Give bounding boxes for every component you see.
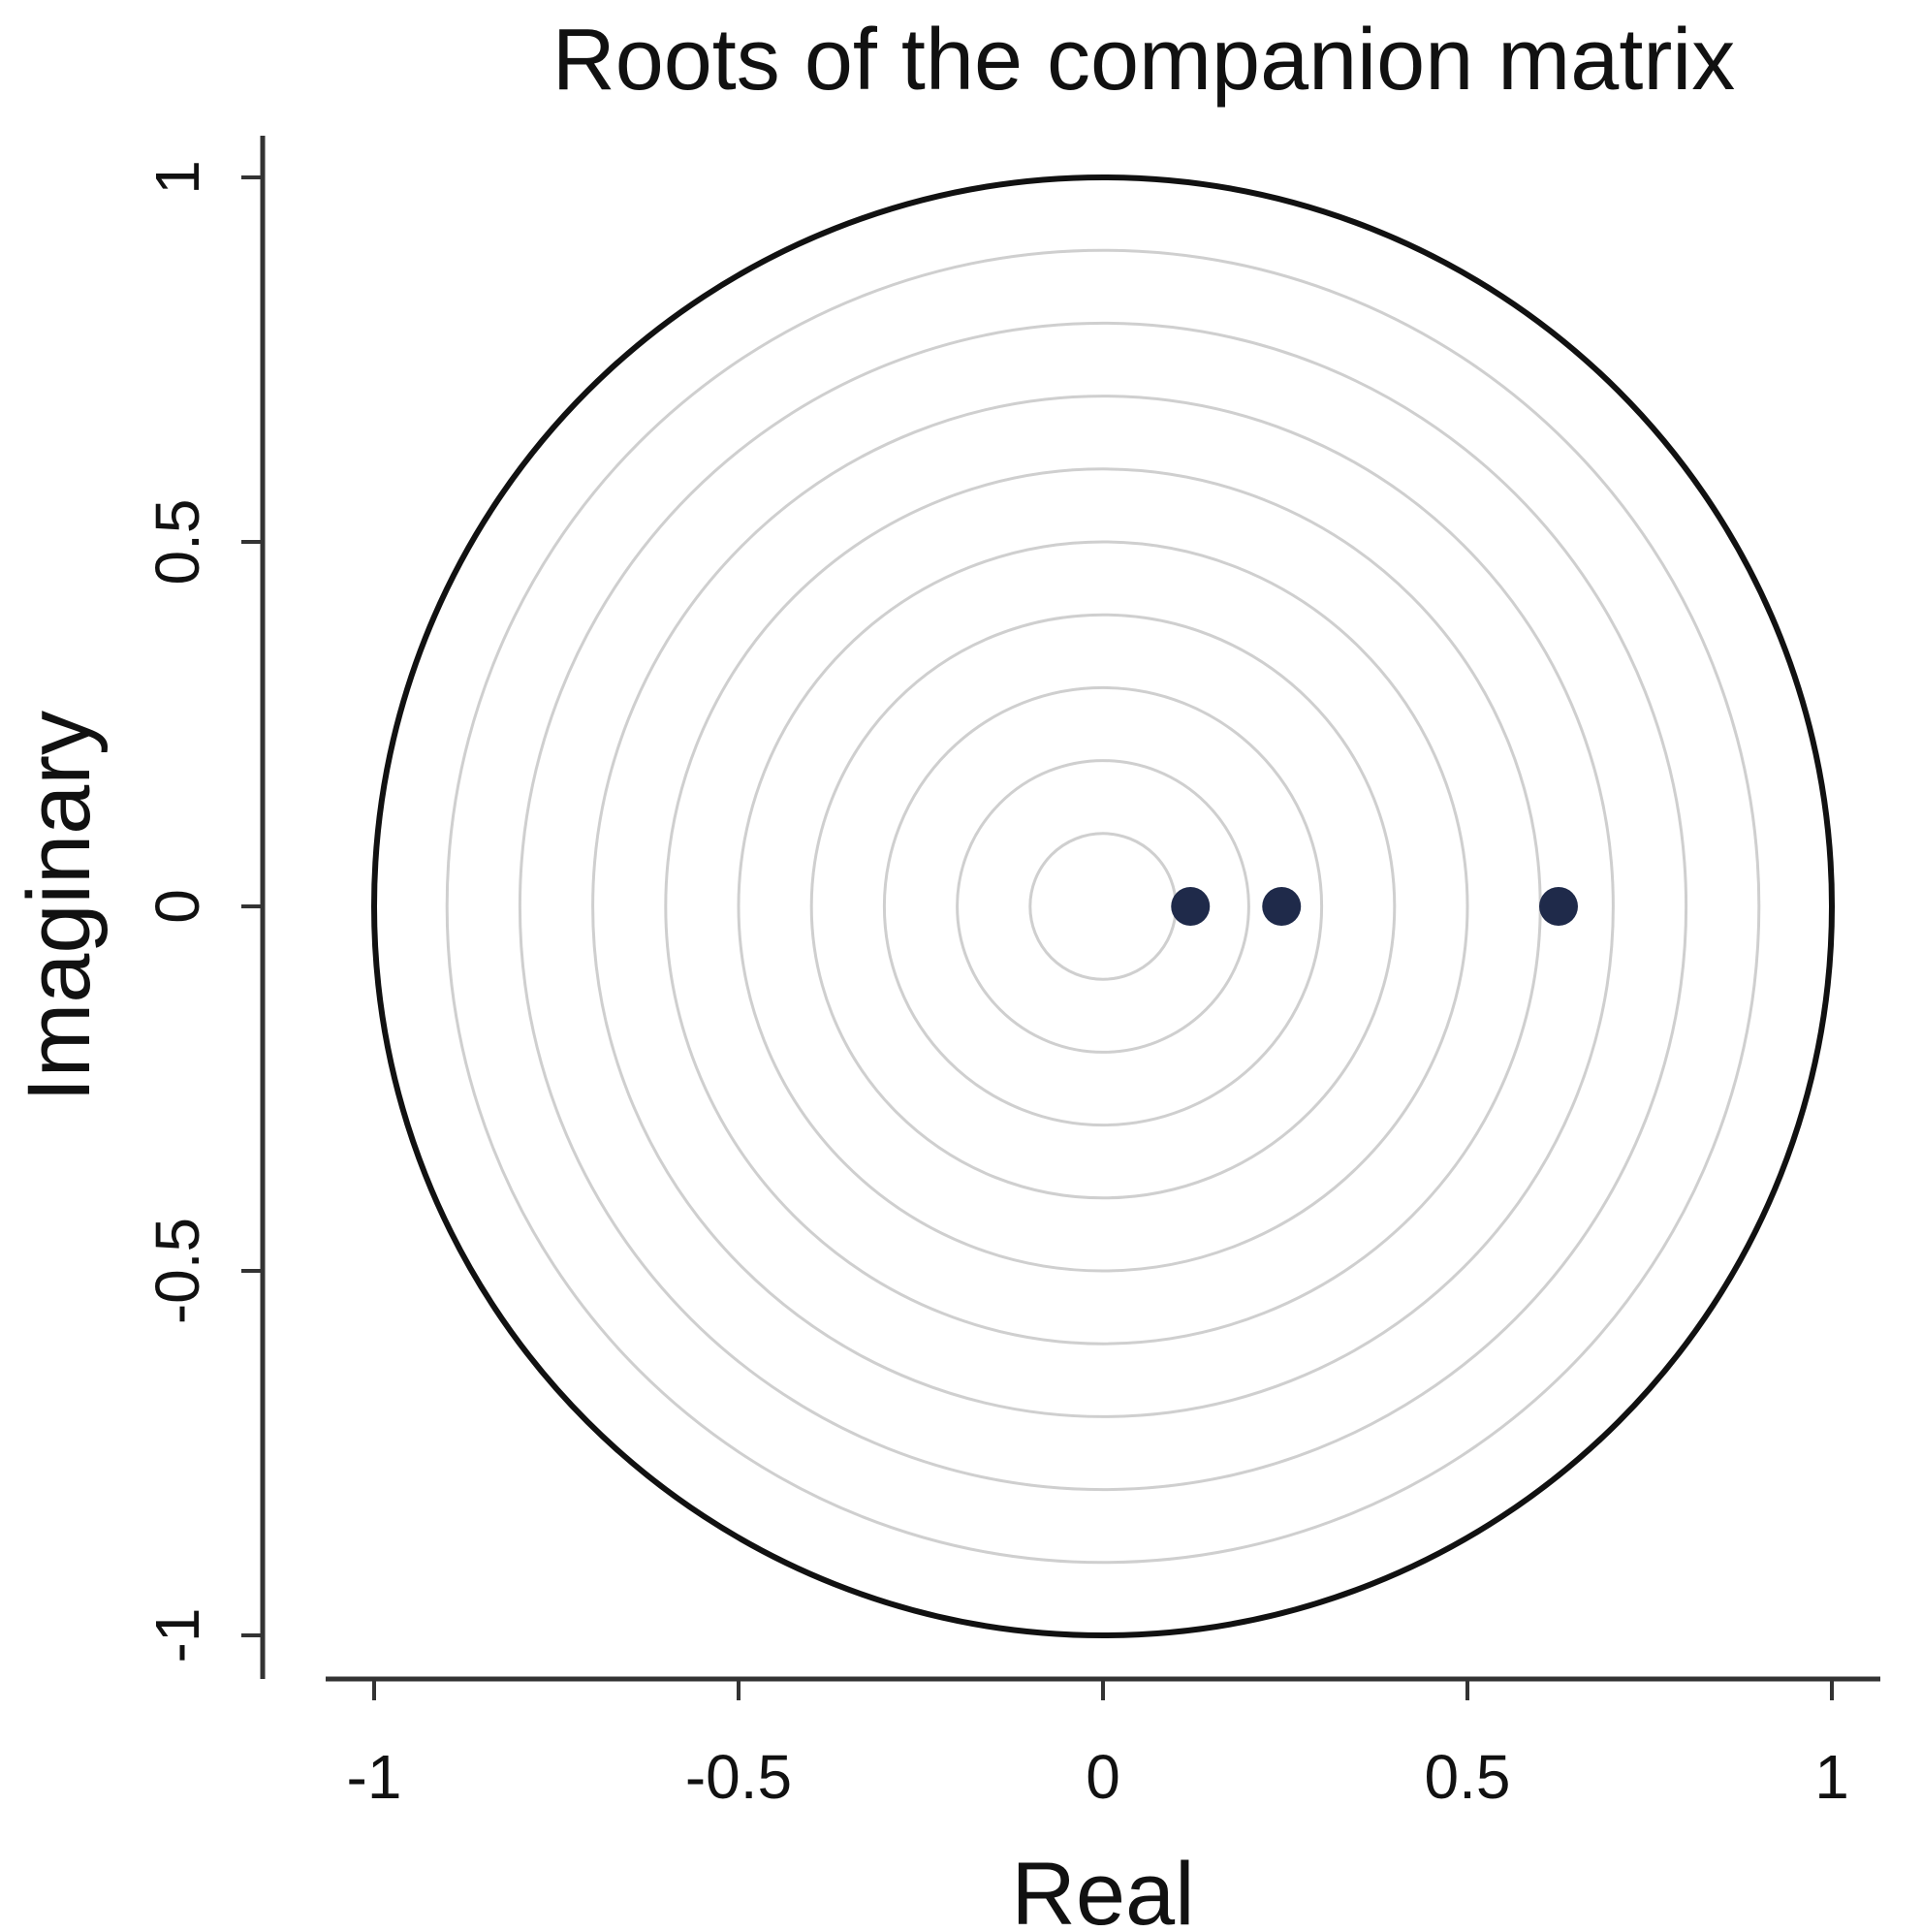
root-point-3 bbox=[1539, 887, 1578, 926]
x-tick-label: -0.5 bbox=[685, 1742, 792, 1812]
x-tick-label: -1 bbox=[347, 1742, 402, 1812]
x-axis-label: Real bbox=[1011, 1845, 1194, 1932]
grid-circle-8 bbox=[518, 321, 1688, 1492]
root-point-1 bbox=[1171, 887, 1211, 926]
grid-circle-1 bbox=[1028, 832, 1178, 981]
root-points bbox=[1171, 887, 1578, 926]
grid-circle-5 bbox=[737, 540, 1469, 1273]
grid-circles bbox=[445, 248, 1761, 1565]
grid-circle-3 bbox=[882, 685, 1324, 1127]
y-tick-label: 0 bbox=[142, 889, 212, 924]
unit-circle bbox=[371, 174, 1835, 1638]
grid-circle-2 bbox=[956, 759, 1250, 1054]
y-tick-label: -0.5 bbox=[142, 1218, 212, 1324]
x-tick-label: 1 bbox=[1814, 1742, 1849, 1812]
y-axis-ticks: -1 -0.5 0 0.5 1 bbox=[142, 160, 263, 1663]
y-tick-label: -1 bbox=[142, 1608, 212, 1663]
y-axis-label: Imaginary bbox=[10, 711, 109, 1102]
y-tick-label: 1 bbox=[142, 160, 212, 195]
grid-circle-4 bbox=[809, 613, 1397, 1200]
root-point-2 bbox=[1262, 887, 1302, 926]
x-axis-ticks: -1 -0.5 0 0.5 1 bbox=[347, 1679, 1849, 1812]
x-tick-label: 0 bbox=[1086, 1742, 1120, 1812]
grid-circle-6 bbox=[664, 467, 1542, 1346]
grid-circle-7 bbox=[591, 395, 1615, 1418]
chart-title: Roots of the companion matrix bbox=[552, 12, 1736, 109]
y-tick-label: 0.5 bbox=[142, 499, 212, 586]
grid-circle-9 bbox=[445, 248, 1761, 1565]
x-tick-label: 0.5 bbox=[1425, 1742, 1511, 1812]
